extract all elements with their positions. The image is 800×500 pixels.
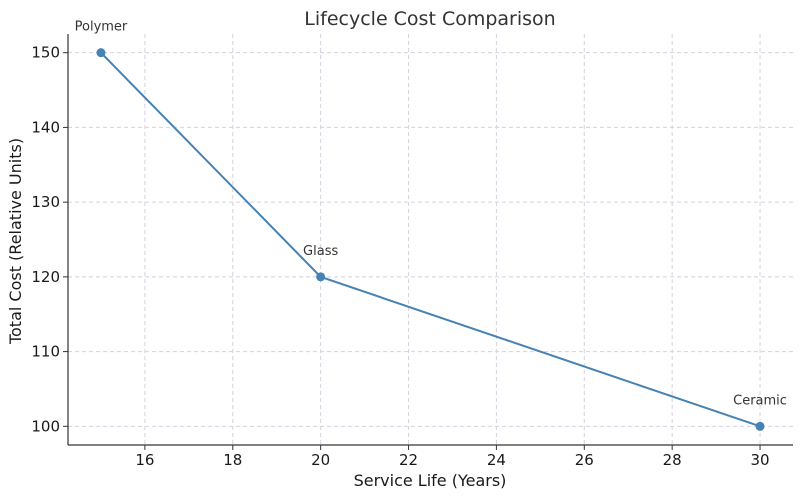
data-point-ceramic xyxy=(755,421,765,431)
x-tick-label-24: 24 xyxy=(487,451,506,469)
y-tick-label-110: 110 xyxy=(31,343,60,361)
point-labels: Polymer Glass Ceramic xyxy=(75,20,787,409)
y-tick-label-140: 140 xyxy=(31,118,60,136)
x-tick-label-16: 16 xyxy=(135,451,154,469)
x-tick-label-26: 26 xyxy=(575,451,594,469)
y-tick-label-100: 100 xyxy=(31,417,60,435)
y-tick-label-130: 130 xyxy=(31,193,60,211)
y-tick-labels: 100 110 120 130 140 150 xyxy=(31,44,60,436)
axes xyxy=(63,34,793,450)
chart-title: Lifecycle Cost Comparison xyxy=(304,8,555,30)
series-line-0 xyxy=(100,51,761,428)
data-point-glass xyxy=(316,272,326,282)
x-axis-label: Service Life (Years) xyxy=(354,471,507,490)
x-tick-label-20: 20 xyxy=(311,451,330,469)
point-label-polymer: Polymer xyxy=(75,20,128,35)
y-tick-label-120: 120 xyxy=(31,268,60,286)
x-tick-label-22: 22 xyxy=(399,451,418,469)
data-point-polymer xyxy=(96,48,106,58)
point-label-glass: Glass xyxy=(303,244,338,259)
x-tick-labels: 16 18 20 22 24 26 28 30 xyxy=(135,451,769,469)
series-lines xyxy=(100,51,761,428)
x-tick-label-30: 30 xyxy=(750,451,769,469)
y-tick-label-150: 150 xyxy=(31,44,60,62)
x-tick-label-18: 18 xyxy=(223,451,242,469)
point-label-ceramic: Ceramic xyxy=(733,393,787,408)
grid-lines xyxy=(68,34,793,445)
x-tick-label-28: 28 xyxy=(663,451,682,469)
data-points xyxy=(96,48,765,431)
y-axis-label: Total Cost (Relative Units) xyxy=(6,138,25,345)
